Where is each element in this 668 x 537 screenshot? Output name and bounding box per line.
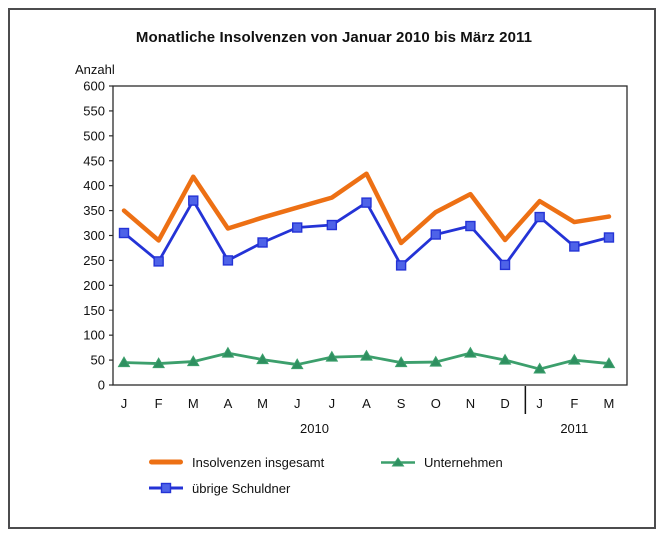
marker-square-ubrige-schuldner [465, 220, 476, 232]
chart-frame [8, 8, 656, 529]
y-tick-label: 500 [83, 128, 105, 143]
marker-square-ubrige-schuldner [292, 222, 303, 233]
month-label: S [397, 396, 406, 411]
orange-line-swatch-shape [149, 459, 183, 465]
marker-square-ubrige-schuldner [534, 211, 545, 223]
y-tick-label: 600 [83, 79, 105, 94]
marker-triangle-unternehmen [325, 350, 339, 362]
month-label: J [536, 396, 543, 411]
marker-square-ubrige-schuldner [395, 260, 407, 271]
marker-triangle-unternehmen [567, 353, 581, 365]
marker-square-ubrige-schuldner [430, 229, 441, 240]
marker-triangle-unternehmen [394, 356, 408, 368]
y-tick-label: 400 [83, 178, 105, 193]
y-tick-label: 0 [98, 378, 105, 393]
orange-line-swatch-icon [149, 459, 183, 465]
month-label: J [121, 396, 128, 411]
marker-triangle-unternehmen [498, 353, 512, 365]
marker-triangle-unternehmen [533, 362, 547, 374]
marker-square-ubrige-schuldner [499, 259, 511, 271]
month-label: F [570, 396, 578, 411]
y-tick-label: 100 [83, 328, 105, 343]
marker-square-ubrige-schuldner [153, 256, 164, 267]
plot-border [112, 85, 628, 386]
legend-item-unternehmen: Unternehmen [380, 454, 503, 470]
marker-triangle-unternehmen [152, 357, 166, 369]
y-axis-label: Anzahl [75, 62, 115, 77]
blue-square-line-swatch-icon [149, 482, 183, 494]
legend-item-uebrige-schuldner: übrige Schuldner [148, 480, 291, 496]
month-label: M [188, 396, 199, 411]
marker-triangle-unternehmen [221, 346, 235, 358]
marker-triangle-unternehmen [360, 349, 373, 361]
month-label: M [604, 396, 615, 411]
y-tick-label: 550 [83, 103, 105, 118]
marker-square-ubrige-schuldner [361, 197, 372, 208]
marker-triangle-unternehmen [429, 355, 443, 367]
blue-swatch-square [160, 482, 172, 494]
legend-label-unternehmen: Unternehmen [424, 454, 503, 470]
month-label: N [466, 396, 475, 411]
legend-item-insolvenzen-insgesamt: Insolvenzen insgesamt [148, 454, 325, 470]
marker-triangle-unternehmen [290, 358, 304, 370]
marker-square-ubrige-schuldner [603, 232, 615, 243]
legend-label-insolvenzen-insgesamt: Insolvenzen insgesamt [192, 454, 325, 470]
marker-square-ubrige-schuldner [569, 241, 580, 252]
y-tick-label: 350 [83, 203, 105, 218]
year-label: 2011 [560, 421, 588, 436]
marker-triangle-unternehmen [186, 355, 200, 367]
month-label: A [362, 396, 371, 411]
series-line-insolvenzen-insgesamt [121, 171, 612, 246]
y-tick-label: 450 [83, 153, 105, 168]
month-label: D [500, 396, 509, 411]
month-label: J [294, 396, 301, 411]
chart-title: Monatliche Insolvenzen von Januar 2010 b… [135, 29, 533, 46]
y-tick-label: 50 [91, 353, 105, 368]
year-label: 2010 [300, 421, 329, 436]
y-tick-label: 300 [83, 228, 105, 243]
marker-square-ubrige-schuldner [188, 195, 199, 206]
month-label: A [224, 396, 233, 411]
month-label: O [431, 396, 441, 411]
marker-triangle-unternehmen [117, 356, 131, 368]
y-tick-label: 150 [83, 303, 105, 318]
marker-square-ubrige-schuldner [222, 255, 234, 266]
legend-label-uebrige-schuldner: übrige Schuldner [192, 480, 291, 496]
green-triangle-line-swatch-icon [381, 457, 415, 467]
marker-square-ubrige-schuldner [118, 227, 130, 239]
series-line-ubrige-schuldner [122, 199, 611, 267]
marker-triangle-unternehmen [602, 357, 616, 369]
marker-triangle-unternehmen [464, 346, 477, 358]
month-label: J [329, 396, 336, 411]
y-tick-label: 250 [83, 253, 105, 268]
month-label: M [257, 396, 268, 411]
marker-square-ubrige-schuldner [257, 237, 268, 248]
month-label: F [155, 396, 163, 411]
marker-triangle-unternehmen [256, 353, 269, 365]
y-tick-label: 200 [83, 278, 105, 293]
green-swatch-triangle [391, 457, 405, 467]
marker-square-ubrige-schuldner [326, 219, 338, 231]
